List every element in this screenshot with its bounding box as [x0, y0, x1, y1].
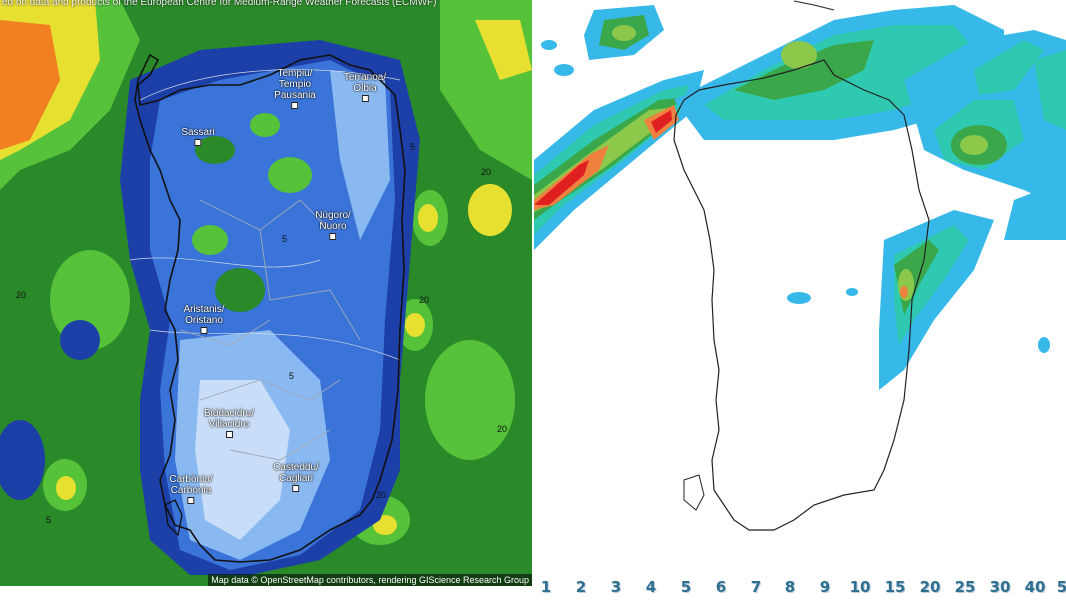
- scale-label: 8: [784, 578, 796, 596]
- city-label-nuoro: Nùgoro/ Nuoro: [315, 210, 351, 240]
- precipitation-map-left: ed on data and products of the European …: [0, 0, 532, 586]
- city-marker-icon: [291, 102, 299, 109]
- contour-label: 5: [289, 371, 295, 381]
- scale-label: 6: [715, 578, 727, 596]
- contour-label: 5: [282, 234, 288, 244]
- contour-label: 20: [376, 490, 387, 500]
- city-label-oristano: Aristanis/ Oristano: [183, 304, 225, 334]
- city-label-olbia: Terranoa/ Olbia: [344, 72, 386, 102]
- scale-label: 15: [884, 578, 906, 596]
- contour-label: 5: [46, 515, 52, 525]
- city-marker-icon: [329, 233, 337, 240]
- city-name: Tempiu/ Tempio Pausania: [274, 68, 316, 101]
- city-name: Sassari: [181, 127, 215, 138]
- city-marker-icon: [194, 139, 202, 146]
- scale-label: 20: [919, 578, 941, 596]
- city-name: Nùgoro/ Nuoro: [315, 210, 351, 232]
- contour-label: 20: [16, 290, 27, 300]
- contour-label: 20: [419, 295, 430, 305]
- city-name: Aristanis/ Oristano: [183, 304, 225, 326]
- contour-label: 20: [497, 424, 508, 434]
- city-label-carbonia: Carbònia/ Carbonia: [169, 474, 213, 504]
- city-name: Terranoa/ Olbia: [343, 72, 387, 94]
- map-layer-right: [534, 0, 1066, 572]
- scale-label: 9: [819, 578, 831, 596]
- city-label-villacidro: Biddacidru/ Villacidro: [204, 408, 254, 438]
- city-label-sassari: Sassari: [181, 127, 215, 146]
- city-name: Casteddu/ Cagliari: [273, 462, 319, 484]
- city-marker-icon: [187, 497, 195, 504]
- contour-label: 20: [481, 167, 492, 177]
- precipitation-map-right: [534, 0, 1066, 572]
- scale-label: 25: [954, 578, 976, 596]
- city-label-tempio: Tempiu/ Tempio Pausania: [274, 68, 316, 109]
- map-layer-left: [0, 0, 532, 586]
- scale-label: 7: [750, 578, 762, 596]
- scale-label: 5: [1056, 578, 1066, 596]
- city-marker-icon: [225, 431, 233, 438]
- ecmwf-credit-text: ed on data and products of the European …: [2, 0, 437, 8]
- scale-label: 2: [575, 578, 587, 596]
- precipitation-scale-legend: 1 2 3 4 5 6 7 8 9 10 15 20 25 30 40 5: [534, 576, 1066, 600]
- scale-label: 10: [849, 578, 871, 596]
- city-marker-icon: [361, 95, 369, 102]
- scale-label: 40: [1024, 578, 1046, 596]
- city-marker-icon: [200, 327, 208, 334]
- scale-label: 3: [610, 578, 622, 596]
- scale-label: 5: [680, 578, 692, 596]
- osm-attribution: Map data © OpenStreetMap contributors, r…: [208, 574, 532, 586]
- city-name: Biddacidru/ Villacidro: [203, 408, 255, 430]
- scale-label: 30: [989, 578, 1011, 596]
- city-label-cagliari: Casteddu/ Cagliari: [273, 462, 319, 492]
- city-name: Carbònia/ Carbonia: [169, 474, 213, 496]
- scale-label: 1: [540, 578, 552, 596]
- scale-label: 4: [645, 578, 657, 596]
- contour-label: 5: [410, 142, 416, 152]
- city-marker-icon: [292, 485, 300, 492]
